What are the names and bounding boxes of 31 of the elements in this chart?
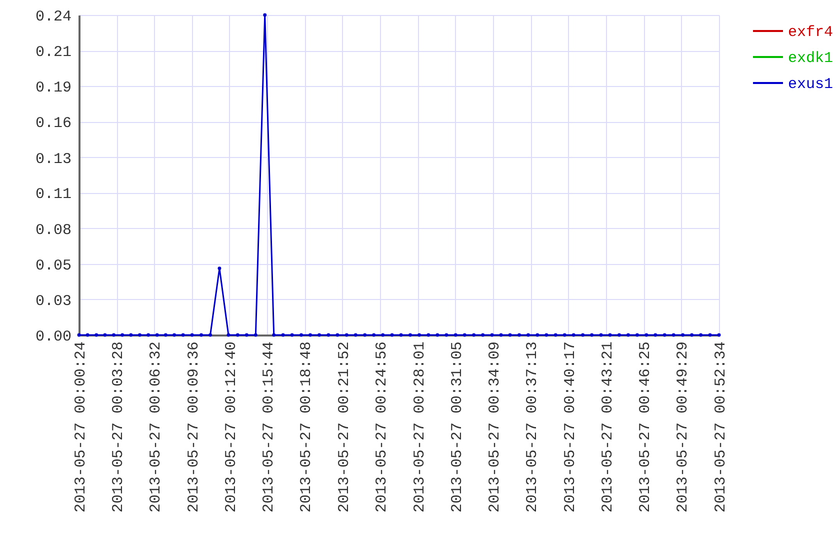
x-tick-label: 2013-05-27 00:18:48	[298, 342, 316, 513]
y-tick-label: 0.21	[35, 44, 72, 62]
x-tick-label: 2013-05-27 00:31:05	[448, 342, 466, 513]
x-tick-label: 2013-05-27 00:15:44	[260, 342, 278, 513]
x-tick-label: 2013-05-27 00:46:25	[637, 342, 654, 513]
legend-label: exus1	[788, 76, 834, 93]
y-tick-label: 0.05	[35, 257, 72, 274]
x-tick-label: 2013-05-27 00:06:32	[148, 342, 165, 513]
y-tick-label: 0.16	[35, 115, 72, 132]
x-tick-label: 2013-05-27 00:00:24	[72, 342, 90, 513]
x-tick-label: 2013-05-27 00:49:29	[674, 342, 692, 513]
y-tick-label: 0.03	[35, 292, 72, 310]
x-tick-label: 2013-05-27 00:43:21	[599, 342, 616, 513]
y-tick-label: 0.08	[35, 222, 72, 239]
x-tick-label: 2013-05-27 00:12:40	[222, 342, 240, 513]
x-tick-label: 2013-05-27 00:37:13	[524, 342, 542, 513]
x-tick-label: 2013-05-27 00:28:01	[411, 342, 428, 513]
x-tick-label: 2013-05-27 00:21:52	[336, 342, 353, 513]
x-tick-label: 2013-05-27 00:09:36	[185, 342, 202, 513]
x-tick-label: 2013-05-27 00:34:09	[486, 342, 504, 513]
legend-label: exdk1	[788, 50, 834, 67]
legend-label: exfr4	[788, 24, 834, 41]
x-tick-label: 2013-05-27 00:24:56	[373, 342, 390, 513]
y-tick-label: 0.13	[35, 150, 72, 168]
y-tick-label: 0.24	[35, 8, 72, 26]
x-tick-label: 2013-05-27 00:52:34	[712, 342, 730, 513]
y-tick-label: 0.00	[35, 328, 72, 346]
y-tick-label: 0.11	[35, 186, 72, 204]
x-tick-label: 2013-05-27 00:03:28	[110, 342, 128, 513]
y-tick-label: 0.19	[35, 80, 72, 97]
x-tick-label: 2013-05-27 00:40:17	[562, 342, 579, 513]
